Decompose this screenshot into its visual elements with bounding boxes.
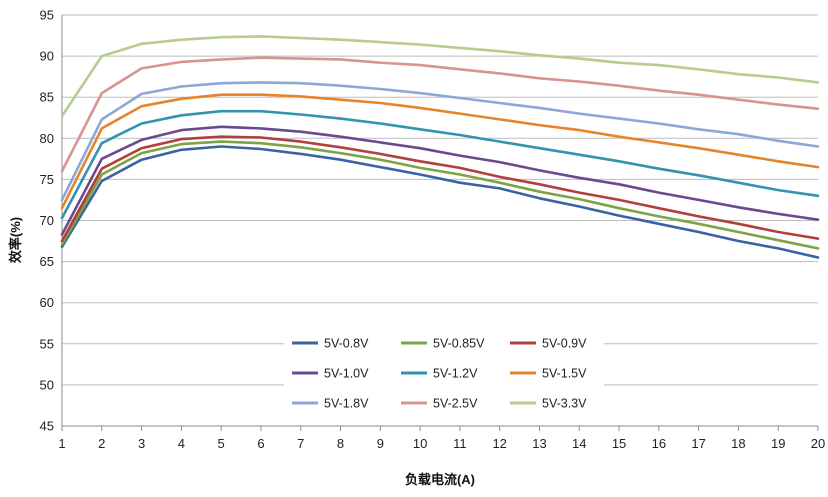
y-tick-label: 50	[40, 377, 54, 392]
x-tick-label: 10	[413, 436, 427, 451]
y-tick-label: 70	[40, 213, 54, 228]
legend-label-4: 5V-1.0V	[324, 367, 369, 381]
x-tick-label: 5	[218, 436, 225, 451]
legend-label-8: 5V-2.5V	[433, 397, 478, 411]
series-line-2	[60, 140, 820, 250]
legend-label-1: 5V-0.8V	[324, 337, 369, 351]
legend-label-2: 5V-0.85V	[433, 337, 485, 351]
legend: 5V-0.8V 5V-0.85V 5V-0.9V 5V-1.0V 5V-1.2V 5V-1…	[284, 325, 604, 421]
y-tick-label: 55	[40, 336, 54, 351]
x-tick-label: 8	[337, 436, 344, 451]
x-tick-label: 1	[58, 436, 65, 451]
x-tick-label: 12	[492, 436, 506, 451]
y-tick-label: 65	[40, 254, 54, 269]
y-tick-label: 95	[40, 8, 54, 23]
y-tick-label: 60	[40, 295, 54, 310]
x-tick-label: 18	[731, 436, 745, 451]
x-tick-label: 11	[453, 436, 467, 451]
series-line-1	[60, 145, 820, 259]
legend-label-3: 5V-0.9V	[542, 337, 587, 351]
series-line-9	[60, 35, 820, 118]
x-axis-title: 负载电流(A)	[405, 472, 475, 487]
legend-label-6: 5V-1.5V	[542, 367, 587, 381]
x-tick-label: 14	[572, 436, 586, 451]
series-line-3	[60, 135, 820, 243]
y-axis-title: 效率(%)	[8, 217, 23, 263]
legend-label-5: 5V-1.2V	[433, 367, 478, 381]
series-line-6	[60, 93, 820, 210]
legend-box	[284, 325, 604, 421]
x-tick-label: 6	[257, 436, 264, 451]
x-tick-label: 13	[532, 436, 546, 451]
x-tick-label: 4	[178, 436, 185, 451]
legend-label-9: 5V-3.3V	[542, 397, 587, 411]
x-tick-label: 17	[691, 436, 705, 451]
x-tick-label: 20	[811, 436, 825, 451]
x-tick-label: 9	[377, 436, 384, 451]
series-line-7	[60, 81, 820, 202]
y-tick-label: 80	[40, 131, 54, 146]
y-tick-label: 90	[40, 49, 54, 64]
series-lines	[60, 35, 820, 259]
legend-label-7: 5V-1.8V	[324, 397, 369, 411]
series-line-8	[60, 56, 820, 173]
y-tick-label: 45	[40, 419, 54, 434]
x-tick-label: 16	[652, 436, 666, 451]
x-tick-label: 3	[138, 436, 145, 451]
y-tick-label: 85	[40, 90, 54, 105]
x-tick-label: 2	[98, 436, 105, 451]
x-tick-label: 15	[612, 436, 626, 451]
series-line-5	[60, 109, 820, 220]
y-tick-label: 75	[40, 172, 54, 187]
x-tick-label: 19	[771, 436, 785, 451]
series-line-4	[60, 125, 820, 236]
x-tick-label: 7	[297, 436, 304, 451]
